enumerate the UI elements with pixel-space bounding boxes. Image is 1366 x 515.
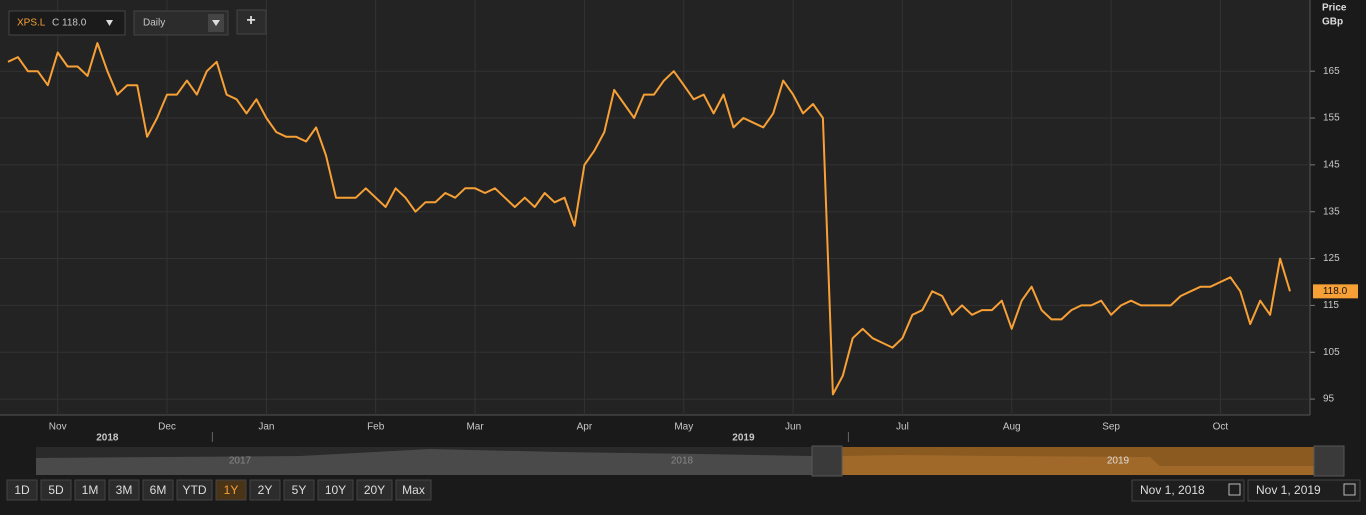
range-button[interactable]: [356, 479, 393, 501]
navigator-area: [36, 449, 812, 475]
y-tick-label: 155: [1323, 113, 1340, 124]
range-label: 5D: [48, 483, 64, 497]
plot-area: [0, 0, 1310, 415]
y-tick-label: 145: [1323, 160, 1340, 171]
y-tick-label: 135: [1323, 206, 1340, 217]
range-label: 5Y: [292, 483, 307, 497]
interval: Daily: [143, 18, 165, 29]
range-label: 6M: [150, 483, 167, 497]
range-label: YTD: [183, 483, 207, 497]
last-price-box: [1313, 284, 1358, 299]
navigator-selection-area: [842, 455, 1314, 475]
range-button[interactable]: [142, 479, 174, 501]
range-button[interactable]: [317, 479, 354, 501]
range-label: 20Y: [364, 483, 385, 497]
y-tick-label: 165: [1323, 66, 1340, 77]
interval-select[interactable]: Daily: [133, 10, 229, 36]
x-tick-label: Jan: [258, 422, 274, 433]
range-button[interactable]: [249, 479, 281, 501]
navigator-label: 2018: [671, 456, 694, 467]
axis-title: Price: [1322, 3, 1347, 14]
range-label: Max: [402, 483, 425, 497]
range-button[interactable]: [74, 479, 106, 501]
y-tick-label: 125: [1323, 253, 1340, 264]
x-tick-label: Nov: [49, 422, 67, 433]
price-line: [7, 42, 1291, 396]
x-tick-label: Oct: [1213, 422, 1229, 433]
x-tick-label: Aug: [1003, 422, 1021, 433]
x-tick-label: May: [674, 422, 693, 433]
range-label: 10Y: [325, 483, 346, 497]
range-label: 2Y: [258, 483, 273, 497]
symbol: XPS.L: [17, 18, 46, 29]
y-tick-label: 115: [1323, 300, 1339, 311]
last-price-label: 118.0: [1323, 286, 1348, 297]
x-tick-label: Feb: [367, 422, 385, 433]
axis-unit: GBp: [1322, 17, 1343, 28]
range-label: 1Y: [224, 483, 239, 497]
range-label: 1D: [14, 483, 30, 497]
symbol-box[interactable]: XPS.L C 118.0: [8, 10, 126, 36]
y-tick-label: 95: [1323, 394, 1335, 405]
navigator-label: 2019: [1107, 456, 1130, 467]
range-button[interactable]: [6, 479, 38, 501]
x-tick-label: Mar: [466, 422, 484, 433]
range-button[interactable]: [40, 479, 72, 501]
x-tick-label: Apr: [577, 422, 593, 433]
range-label: 1M: [82, 483, 99, 497]
range-label: 3M: [116, 483, 133, 497]
date-to-text: Nov 1, 2019: [1256, 483, 1321, 497]
add-button[interactable]: +: [236, 9, 267, 35]
add: +: [246, 12, 255, 29]
x-year-label: 2018: [96, 433, 119, 444]
date-from-text: Nov 1, 2018: [1140, 483, 1205, 497]
navigator-handle[interactable]: [811, 445, 843, 477]
x-tick-label: Jul: [896, 422, 909, 433]
x-tick-label: Jun: [785, 422, 801, 433]
date-to[interactable]: Nov 1, 2019: [1247, 479, 1361, 502]
range-button[interactable]: [176, 479, 213, 501]
date-from[interactable]: Nov 1, 2018: [1131, 479, 1245, 502]
range-button[interactable]: [108, 479, 140, 501]
x-tick-label: Dec: [158, 422, 176, 433]
x-tick-label: Sep: [1102, 422, 1120, 433]
range-button[interactable]: [283, 479, 315, 501]
close-text: C 118.0: [52, 18, 87, 29]
navigator-label: 2017: [229, 456, 252, 467]
range-button[interactable]: [215, 479, 247, 501]
y-tick-label: 105: [1323, 347, 1340, 358]
x-year-label: 2019: [732, 433, 755, 444]
navigator-handle[interactable]: [1313, 445, 1345, 477]
range-button[interactable]: [395, 479, 432, 501]
